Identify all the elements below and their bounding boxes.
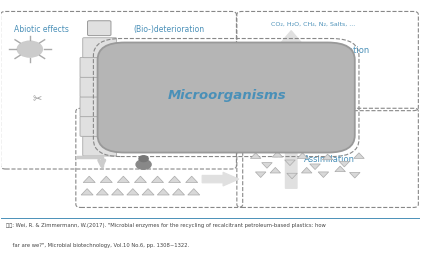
Text: far are we?", Microbial biotechnology, Vol.10 No.6, pp. 1308~1322.: far are we?", Microbial biotechnology, V… (5, 243, 189, 248)
Text: Biofragmentation/
Depolymerization: Biofragmentation/ Depolymerization (98, 118, 168, 139)
Text: (Bio-)deterioration: (Bio-)deterioration (133, 25, 204, 34)
Polygon shape (270, 168, 280, 173)
Polygon shape (142, 189, 154, 195)
Text: ✂: ✂ (32, 95, 42, 105)
FancyArrow shape (202, 172, 239, 186)
Polygon shape (81, 189, 93, 195)
Circle shape (126, 67, 137, 74)
Text: Microorganisms: Microorganisms (168, 89, 287, 102)
FancyBboxPatch shape (98, 43, 355, 152)
Circle shape (17, 41, 43, 57)
Text: Assimilation: Assimilation (304, 155, 355, 164)
FancyArrow shape (280, 137, 302, 188)
FancyBboxPatch shape (80, 57, 119, 77)
Polygon shape (250, 153, 261, 158)
Polygon shape (173, 189, 184, 195)
Polygon shape (157, 189, 169, 195)
Polygon shape (256, 172, 266, 177)
Text: Abiotic effects: Abiotic effects (13, 25, 69, 34)
Polygon shape (96, 189, 108, 195)
Polygon shape (186, 176, 198, 183)
FancyBboxPatch shape (88, 21, 111, 36)
FancyBboxPatch shape (80, 97, 119, 117)
Polygon shape (310, 164, 320, 170)
Circle shape (136, 160, 151, 169)
Polygon shape (188, 189, 200, 195)
FancyBboxPatch shape (80, 77, 119, 97)
Polygon shape (318, 172, 329, 177)
Polygon shape (354, 153, 364, 158)
Text: 자료: Wei, R. & Zimmermann, W.(2017). "Microbial enzymes for the recycling of reca: 자료: Wei, R. & Zimmermann, W.(2017). "Mic… (5, 223, 325, 228)
Circle shape (218, 134, 228, 140)
FancyArrow shape (280, 31, 302, 93)
Polygon shape (349, 172, 360, 178)
Polygon shape (272, 151, 282, 157)
Polygon shape (339, 161, 349, 167)
Polygon shape (168, 176, 181, 183)
Polygon shape (335, 166, 345, 172)
Polygon shape (134, 176, 147, 183)
Text: Mineralization: Mineralization (311, 46, 370, 55)
Polygon shape (287, 173, 297, 179)
Polygon shape (285, 160, 295, 166)
FancyBboxPatch shape (83, 38, 117, 58)
Circle shape (139, 156, 148, 162)
Circle shape (123, 71, 141, 83)
Polygon shape (127, 189, 139, 195)
FancyBboxPatch shape (83, 136, 117, 156)
FancyBboxPatch shape (80, 116, 119, 136)
Polygon shape (262, 163, 272, 168)
Polygon shape (297, 153, 308, 158)
Text: CO₂, H₂O, CH₄, N₂, Salts, ...: CO₂, H₂O, CH₄, N₂, Salts, ... (271, 21, 355, 27)
Circle shape (226, 134, 237, 140)
Polygon shape (152, 176, 163, 183)
Polygon shape (301, 168, 312, 173)
Polygon shape (83, 176, 95, 183)
Polygon shape (112, 189, 124, 195)
Polygon shape (100, 176, 112, 183)
Polygon shape (117, 176, 129, 183)
Polygon shape (322, 154, 333, 160)
